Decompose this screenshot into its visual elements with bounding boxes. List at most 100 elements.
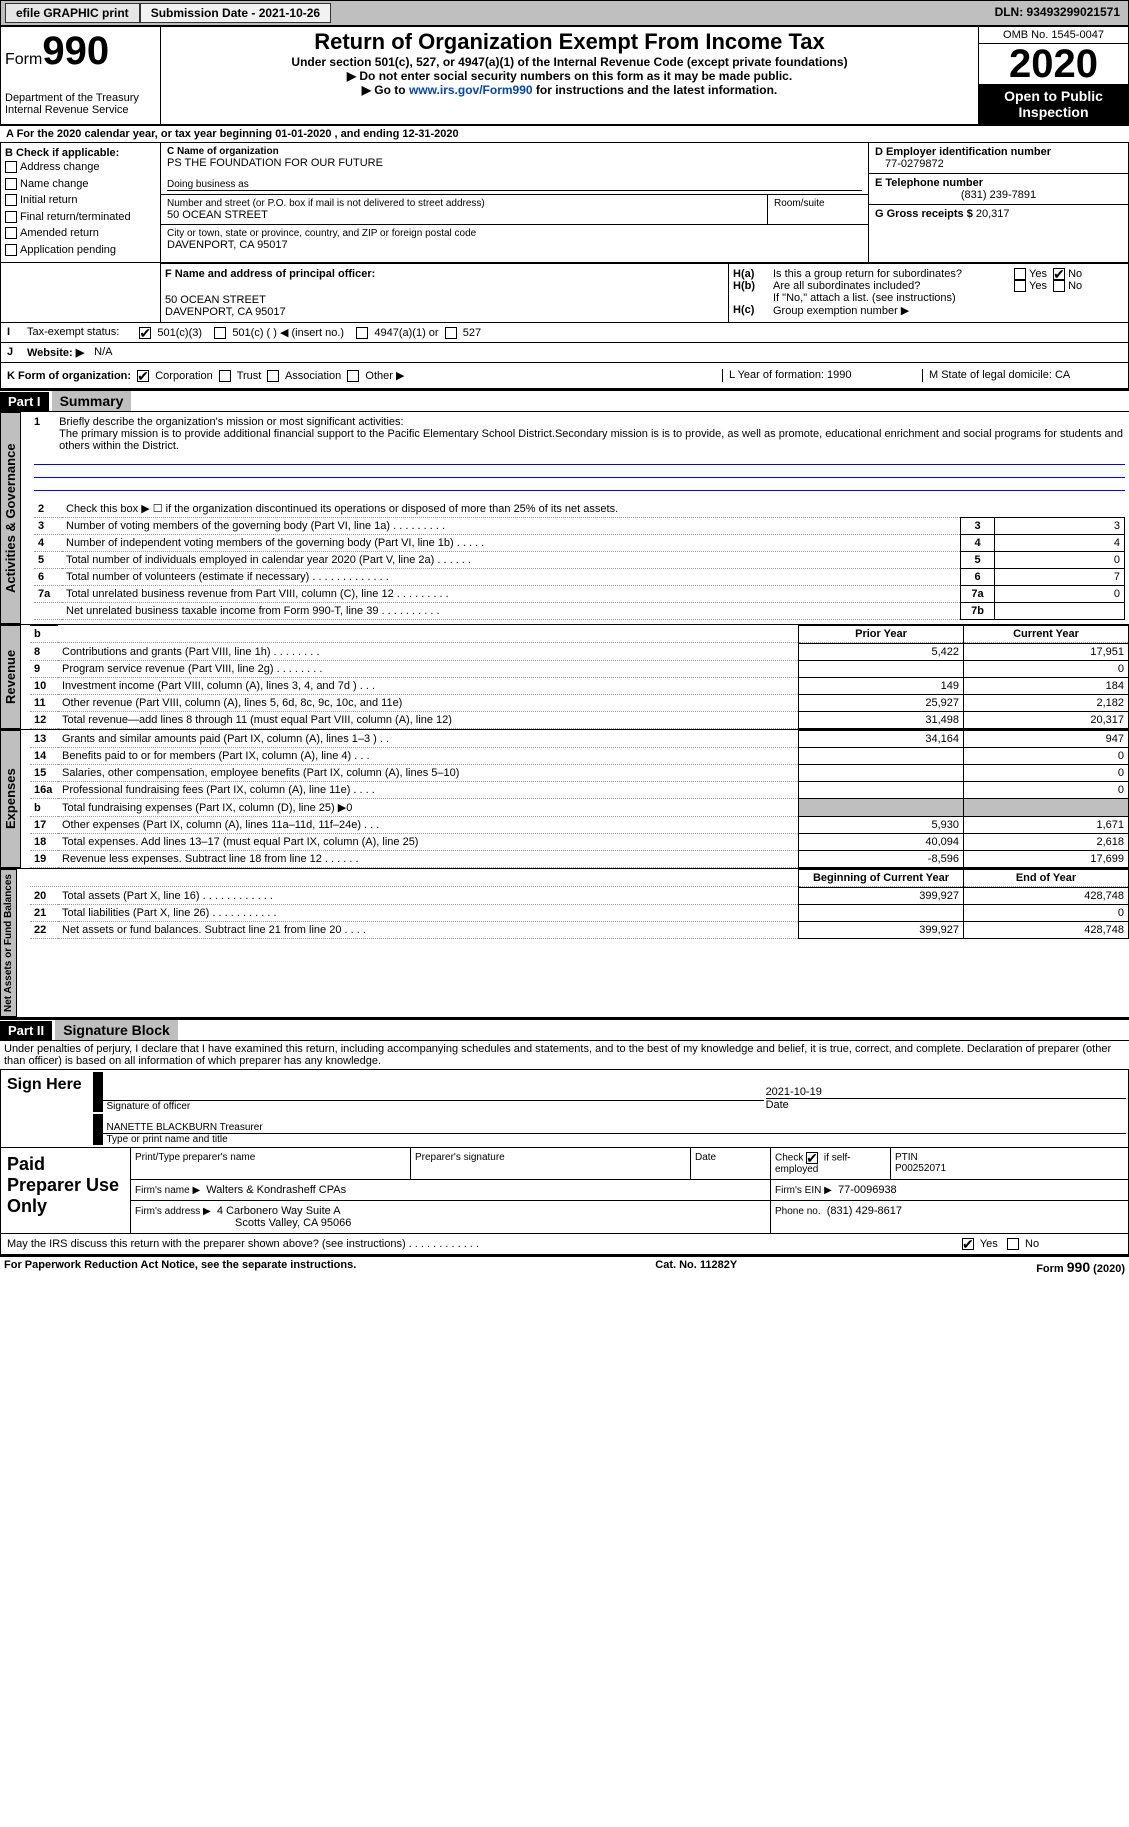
h-a-no-cb[interactable]: [1053, 268, 1065, 280]
cb-application-pending[interactable]: Application pending: [5, 242, 156, 259]
firm-addr2: Scotts Valley, CA 95066: [135, 1217, 766, 1229]
line-desc: Total fundraising expenses (Part IX, col…: [58, 799, 799, 817]
gross-receipts-label: G Gross receipts $: [875, 208, 973, 220]
part2-title: Signature Block: [55, 1020, 178, 1040]
preparer-sig-hdr: Preparer's signature: [411, 1148, 691, 1180]
efile-print-button[interactable]: efile GRAPHIC print: [5, 3, 140, 23]
org-name-label: C Name of organization: [167, 146, 862, 157]
netassets-table: 20 Total assets (Part X, line 16) . . . …: [30, 887, 1129, 939]
line-desc: Contributions and grants (Part VIII, lin…: [58, 644, 799, 661]
prior-year-hdr: Prior Year: [799, 626, 964, 643]
sig-officer-label: Signature of officer: [93, 1100, 764, 1112]
website-label: Website: ▶: [27, 346, 84, 359]
ptin-value: P00252071: [895, 1163, 1124, 1174]
current-year-value: 0: [964, 765, 1129, 782]
line-num: 13: [30, 731, 58, 748]
current-year-value: 0: [964, 782, 1129, 799]
irs-link[interactable]: www.irs.gov/Form990: [409, 83, 533, 97]
ssn-warning: ▶ Do not enter social security numbers o…: [167, 69, 972, 83]
cb-other[interactable]: [347, 370, 359, 382]
h-b-question: Are all subordinates included?: [773, 280, 1014, 292]
cb-4947[interactable]: [356, 327, 368, 339]
firm-name-label: Firm's name ▶: [135, 1185, 200, 1196]
h-a-yes-cb[interactable]: [1014, 268, 1026, 280]
prior-year-value: [799, 748, 964, 765]
prior-year-value: 399,927: [799, 922, 964, 939]
cb-association[interactable]: [267, 370, 279, 382]
preparer-date-hdr: Date: [691, 1148, 771, 1180]
prior-year-value: [799, 905, 964, 922]
prior-year-value: [799, 661, 964, 678]
line-box: 7a: [961, 586, 995, 603]
city-state-zip: DAVENPORT, CA 95017: [167, 239, 862, 251]
street-address: 50 OCEAN STREET: [167, 209, 761, 221]
discuss-yes-cb[interactable]: [962, 1238, 974, 1250]
cb-self-employed[interactable]: [806, 1152, 818, 1164]
prior-year-value: [799, 765, 964, 782]
gross-receipts-value: 20,317: [976, 208, 1010, 220]
line-num: 19: [30, 851, 58, 868]
prior-year-value: 25,927: [799, 695, 964, 712]
line-desc: Benefits paid to or for members (Part IX…: [58, 748, 799, 765]
cb-trust[interactable]: [219, 370, 231, 382]
q1-prompt: Briefly describe the organization's miss…: [59, 416, 1125, 428]
prior-year-value: 5,422: [799, 644, 964, 661]
suite-label: Room/suite: [774, 198, 862, 209]
cb-name-change[interactable]: Name change: [5, 176, 156, 193]
prior-year-value: [799, 799, 964, 817]
cb-address-change[interactable]: Address change: [5, 159, 156, 176]
sig-date-value: 2021-10-19: [766, 1086, 1126, 1099]
box-f-label: F Name and address of principal officer:: [165, 268, 724, 280]
line-desc: Number of voting members of the governin…: [62, 518, 961, 535]
cb-final-return[interactable]: Final return/terminated: [5, 209, 156, 226]
line-value: 0: [995, 552, 1125, 569]
city-label: City or town, state or province, country…: [167, 228, 862, 239]
governance-table: 2 Check this box ▶ ☐ if the organization…: [34, 500, 1125, 620]
line-desc: Other expenses (Part IX, column (A), lin…: [58, 817, 799, 834]
firm-addr1: 4 Carbonero Way Suite A: [217, 1205, 341, 1217]
prior-year-value: 5,930: [799, 817, 964, 834]
line-desc: Total number of volunteers (estimate if …: [62, 569, 961, 586]
line-desc: Total liabilities (Part X, line 26) . . …: [58, 905, 799, 922]
line-num: 7a: [34, 586, 62, 603]
revenue-table: 8 Contributions and grants (Part VIII, l…: [30, 643, 1129, 729]
line-desc: Net unrelated business taxable income fr…: [62, 603, 961, 620]
cb-527[interactable]: [445, 327, 457, 339]
footer-paperwork: For Paperwork Reduction Act Notice, see …: [4, 1259, 356, 1275]
line-desc: Revenue less expenses. Subtract line 18 …: [58, 851, 799, 868]
line-box: 5: [961, 552, 995, 569]
current-year-hdr: Current Year: [964, 626, 1129, 643]
line-num: 16a: [30, 782, 58, 799]
line-desc: Investment income (Part VIII, column (A)…: [58, 678, 799, 695]
line-num: 4: [34, 535, 62, 552]
expenses-table: 13 Grants and similar amounts paid (Part…: [30, 730, 1129, 868]
cb-amended-return[interactable]: Amended return: [5, 225, 156, 242]
line-desc: Professional fundraising fees (Part IX, …: [58, 782, 799, 799]
h-b-yes-cb[interactable]: [1014, 280, 1026, 292]
cb-corporation[interactable]: [137, 370, 149, 382]
row-i-prefix: I: [7, 326, 27, 339]
prior-year-value: 399,927: [799, 888, 964, 905]
line-value: 4: [995, 535, 1125, 552]
form-subtitle: Under section 501(c), 527, or 4947(a)(1)…: [167, 55, 972, 69]
line-num: 9: [30, 661, 58, 678]
prior-year-value: [799, 782, 964, 799]
line-num: 21: [30, 905, 58, 922]
current-year-value: 2,618: [964, 834, 1129, 851]
line-value: [995, 603, 1125, 620]
current-year-value: 428,748: [964, 922, 1129, 939]
cb-501c[interactable]: [214, 327, 226, 339]
discuss-no-cb[interactable]: [1007, 1238, 1019, 1250]
band-net-assets: Net Assets or Fund Balances: [0, 869, 17, 1017]
revenue-header: b Prior Year Current Year: [30, 625, 1129, 643]
org-name: PS THE FOUNDATION FOR OUR FUTURE: [167, 157, 862, 169]
form-label: Form990: [5, 29, 156, 74]
state-domicile: M State of legal domicile: CA: [922, 369, 1122, 382]
cb-501c3[interactable]: [139, 327, 151, 339]
line-num: 20: [30, 888, 58, 905]
tax-year: 2020: [979, 44, 1128, 84]
cb-initial-return[interactable]: Initial return: [5, 192, 156, 209]
firm-ein-value: 77-0096938: [838, 1184, 897, 1196]
sign-here-label: Sign Here: [1, 1070, 91, 1148]
line-num: 12: [30, 712, 58, 729]
